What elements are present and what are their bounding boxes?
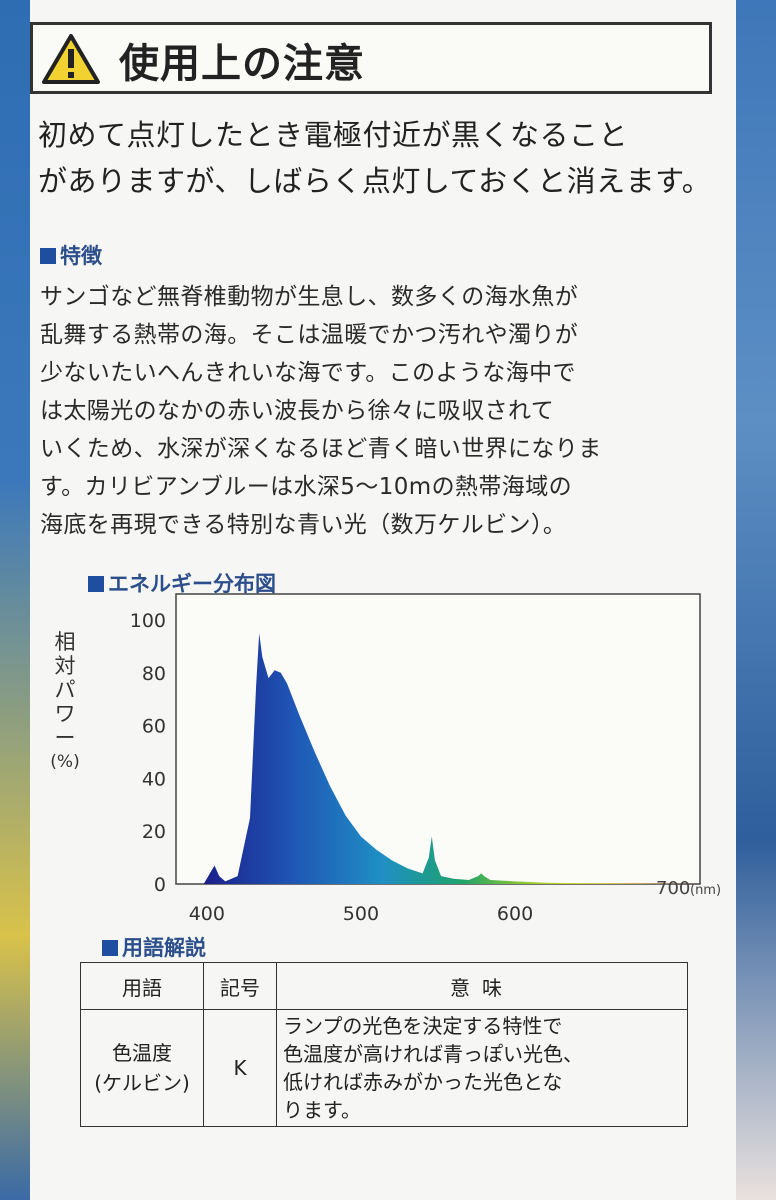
- package-left-edge: [0, 0, 30, 1200]
- y-label-char: ワ: [54, 702, 76, 726]
- y-tick-label: 40: [142, 768, 166, 790]
- y-label-char: 相: [54, 630, 76, 654]
- caution-line: がありますが、しばらく点灯しておくと消えます。: [38, 164, 712, 198]
- table-row: 色温度 (ケルビン) K ランプの光色を決定する特性で 色温度が高ければ青っぽい…: [80, 1009, 688, 1127]
- x-tick-label: 400: [189, 903, 225, 925]
- caution-text: 初めて点灯したとき電極付近が黒くなること がありますが、しばらく点灯しておくと消…: [38, 112, 728, 204]
- y-tick-label: 0: [154, 874, 166, 896]
- y-label-char: パ: [54, 678, 76, 702]
- features-text: サンゴなど無脊椎動物が生息し、数多くの海水魚が 乱舞する熱帯の海。そこは温暖でか…: [40, 278, 730, 544]
- features-line: は太陽光のなかの赤い波長から徐々に吸収されて: [40, 398, 555, 424]
- y-tick-label: 80: [142, 663, 166, 685]
- header-meaning: 意味: [276, 962, 688, 1010]
- meaning-line: ります。: [283, 1098, 361, 1122]
- caution-title: 使用上の注意: [119, 41, 365, 87]
- heading-square-icon: [40, 248, 56, 264]
- chart-y-axis-label: 相 対 パ ワ ー (%): [46, 630, 84, 774]
- energy-heading: エネルギー分布図: [88, 568, 276, 598]
- features-line: いくため、水深が深くなるほど青く暗い世界になりま: [40, 436, 602, 462]
- term-name: 色温度: [112, 1041, 172, 1065]
- header-term: 用語: [80, 962, 204, 1010]
- energy-distribution-chart: 0 20 40 60 80 100 400 500 600 700 (nm): [130, 593, 720, 925]
- y-label-char: ー: [54, 726, 76, 750]
- package-right-edge: [728, 0, 776, 1200]
- x-tick-label: 600: [497, 903, 533, 925]
- terms-heading: 用語解説: [102, 932, 206, 962]
- meaning-line: ランプの光色を決定する特性で: [283, 1014, 563, 1038]
- term-cell: 色温度 (ケルビン): [80, 1009, 204, 1127]
- symbol-cell: K: [203, 1009, 277, 1127]
- caution-line: 初めて点灯したとき電極付近が黒くなること: [38, 118, 629, 152]
- y-tick-label: 60: [142, 716, 166, 738]
- x-tick-label: 500: [343, 903, 379, 925]
- x-tick-label-700: 700: [656, 878, 690, 899]
- features-line: 海底を再現できる特別な青い光（数万ケルビン）。: [40, 512, 567, 538]
- warning-triangle-icon: [42, 34, 100, 84]
- features-line: 少ないたいへんきれいな海です。このような海中で: [40, 360, 576, 386]
- y-tick-label: 100: [130, 610, 166, 632]
- features-line: サンゴなど無脊椎動物が生息し、数多くの海水魚が: [40, 284, 579, 310]
- meaning-cell: ランプの光色を決定する特性で 色温度が高ければ青っぽい光色、 低ければ赤みがかっ…: [276, 1009, 688, 1127]
- features-heading: 特徴: [40, 240, 102, 270]
- heading-square-icon: [102, 940, 118, 956]
- caution-box: 使用上の注意: [30, 22, 712, 94]
- spectrum-area: [203, 633, 700, 884]
- heading-square-icon: [88, 576, 104, 592]
- terms-header-row: 用語 記号 意味: [80, 962, 688, 1010]
- y-tick-label: 20: [142, 821, 166, 843]
- features-line: 乱舞する熱帯の海。そこは温暖でかつ汚れや濁りが: [40, 322, 579, 348]
- x-axis-unit: (nm): [690, 883, 720, 898]
- terms-table: 用語 記号 意味 色温度 (ケルビン) K ランプの光色を決定する特性で 色温度…: [80, 962, 688, 1127]
- header-symbol: 記号: [203, 962, 277, 1010]
- y-label-char: (%): [50, 752, 80, 772]
- meaning-line: 低ければ赤みがかった光色とな: [283, 1070, 563, 1094]
- y-label-char: 対: [54, 654, 76, 678]
- meaning-line: 色温度が高ければ青っぽい光色、: [283, 1042, 583, 1066]
- features-line: す。カリビアンブルーは水深5～10mの熱帯海域の: [40, 474, 572, 500]
- term-unit: (ケルビン): [94, 1071, 190, 1095]
